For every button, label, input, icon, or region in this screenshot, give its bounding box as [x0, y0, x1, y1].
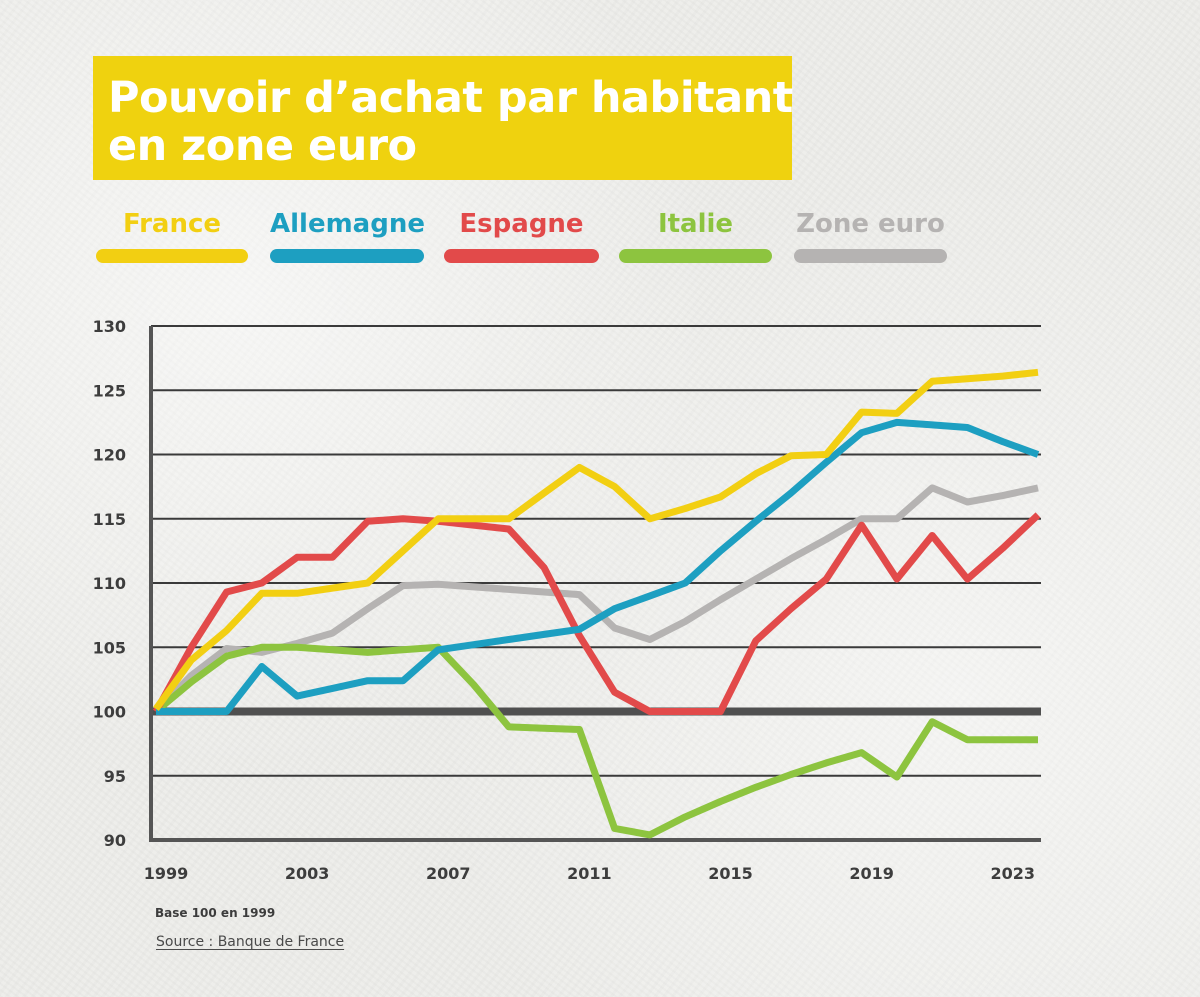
- x-tick-label-2007: 2007: [426, 864, 471, 883]
- y-tick-label-95: 95: [104, 767, 126, 786]
- legend-swatch-france: [96, 249, 248, 263]
- y-tick-label-125: 125: [93, 381, 126, 400]
- x-tick-label-2003: 2003: [285, 864, 330, 883]
- chart-title-line-1: Pouvoir d’achat par habitant: [108, 73, 793, 123]
- base-note: Base 100 en 1999: [155, 906, 276, 920]
- axes: [149, 326, 1041, 842]
- x-tick-labels: 1999 2003 2007 2011 2015 2019 2023: [144, 864, 1035, 883]
- legend-swatch-zone-euro: [794, 249, 947, 263]
- series-line-espagne: [152, 512, 1041, 715]
- source-link[interactable]: Source : Banque de France: [156, 934, 345, 950]
- legend-label-espagne: Espagne: [459, 209, 584, 239]
- y-tick-label-115: 115: [93, 510, 126, 529]
- legend-label-zone-euro: Zone euro: [796, 209, 945, 239]
- legend-item-france: France: [96, 205, 248, 267]
- legend-swatch-espagne: [444, 249, 599, 263]
- legend-label-france: France: [122, 209, 222, 239]
- legend-item-allemagne: Allemagne: [270, 205, 425, 267]
- legend-label-allemagne: Allemagne: [270, 209, 425, 239]
- x-tick-label-1999: 1999: [144, 864, 189, 883]
- y-tick-label-120: 120: [93, 446, 126, 465]
- series-line-zone-euro: [153, 484, 1039, 714]
- y-tick-labels: 90 95 100 105 110 115 120 125 130: [93, 317, 126, 850]
- x-tick-label-2023: 2023: [990, 864, 1035, 883]
- legend-swatch-italie: [619, 249, 772, 263]
- series-line-allemagne: [156, 418, 1040, 715]
- series-line-italie: [153, 643, 1038, 839]
- x-tick-label-2019: 2019: [849, 864, 894, 883]
- x-tick-label-2011: 2011: [567, 864, 612, 883]
- legend-swatch-allemagne: [270, 249, 424, 263]
- title-banner: Pouvoir d’achat par habitant en zone eur…: [93, 56, 793, 180]
- y-tick-label-105: 105: [93, 638, 126, 657]
- y-tick-label-130: 130: [93, 317, 126, 336]
- chart-title-line-2: en zone euro: [108, 121, 417, 171]
- legend-item-italie: Italie: [619, 205, 772, 267]
- legend-item-espagne: Espagne: [444, 205, 599, 267]
- x-tick-label-2015: 2015: [708, 864, 753, 883]
- legend-item-zone-euro: Zone euro: [794, 205, 947, 267]
- y-tick-label-90: 90: [104, 831, 126, 850]
- y-tick-label-110: 110: [93, 574, 126, 593]
- series-line-france: [153, 368, 1039, 711]
- legend-label-italie: Italie: [657, 209, 734, 239]
- y-tick-label-100: 100: [93, 703, 126, 722]
- series-lines: [152, 368, 1041, 839]
- legend: France Allemagne Espagne Italie Zone eur…: [0, 205, 1200, 275]
